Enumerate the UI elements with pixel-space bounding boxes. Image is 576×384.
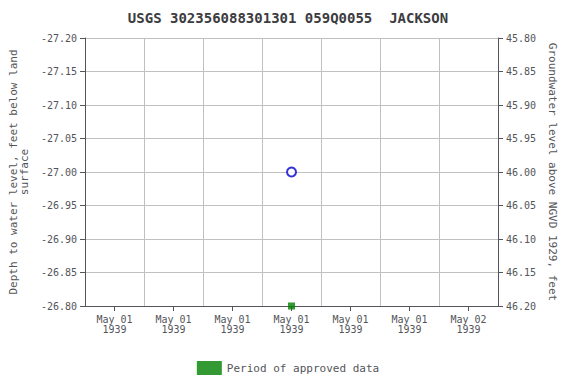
svg-text:45.80: 45.80 [506, 33, 536, 44]
svg-text:1939: 1939 [338, 324, 362, 335]
svg-text:46.05: 46.05 [506, 200, 536, 211]
svg-text:1939: 1939 [456, 324, 480, 335]
svg-text:45.90: 45.90 [506, 100, 536, 111]
svg-text:-26.90: -26.90 [41, 234, 77, 245]
svg-text:USGS 302356088301301 059Q0055: USGS 302356088301301 059Q0055 JACKSON [128, 10, 448, 26]
svg-text:46.20: 46.20 [506, 301, 536, 312]
svg-text:May 01: May 01 [332, 313, 369, 325]
svg-text:-26.95: -26.95 [41, 200, 77, 211]
svg-text:surface: surface [18, 149, 31, 195]
svg-text:-26.85: -26.85 [41, 267, 77, 278]
svg-text:May 01: May 01 [96, 313, 133, 325]
svg-text:46.10: 46.10 [506, 234, 536, 245]
svg-text:May 02: May 02 [450, 313, 487, 325]
svg-text:-27.10: -27.10 [41, 100, 77, 111]
svg-text:1939: 1939 [397, 324, 421, 335]
svg-text:-27.05: -27.05 [41, 133, 77, 144]
svg-text:Period of approved data: Period of approved data [227, 362, 379, 375]
svg-text:Depth to water level, feet bel: Depth to water level, feet below land [7, 49, 20, 295]
svg-text:-26.80: -26.80 [41, 301, 77, 312]
svg-text:Groundwater level above NGVD 1: Groundwater level above NGVD 1929, feet [546, 43, 559, 301]
svg-text:1939: 1939 [279, 324, 303, 335]
svg-text:46.00: 46.00 [506, 167, 536, 178]
svg-text:45.95: 45.95 [506, 133, 536, 144]
svg-text:1939: 1939 [220, 324, 244, 335]
svg-text:1939: 1939 [102, 324, 126, 335]
svg-text:1939: 1939 [161, 324, 185, 335]
svg-text:45.85: 45.85 [506, 66, 536, 77]
svg-text:-27.00: -27.00 [41, 167, 77, 178]
svg-text:-27.15: -27.15 [41, 66, 77, 77]
svg-text:May 01: May 01 [214, 313, 251, 325]
svg-text:May 01: May 01 [391, 313, 428, 325]
svg-text:46.15: 46.15 [506, 267, 536, 278]
svg-text:-27.20: -27.20 [41, 33, 77, 44]
svg-text:May 01: May 01 [155, 313, 192, 325]
svg-text:May 01: May 01 [273, 313, 310, 325]
